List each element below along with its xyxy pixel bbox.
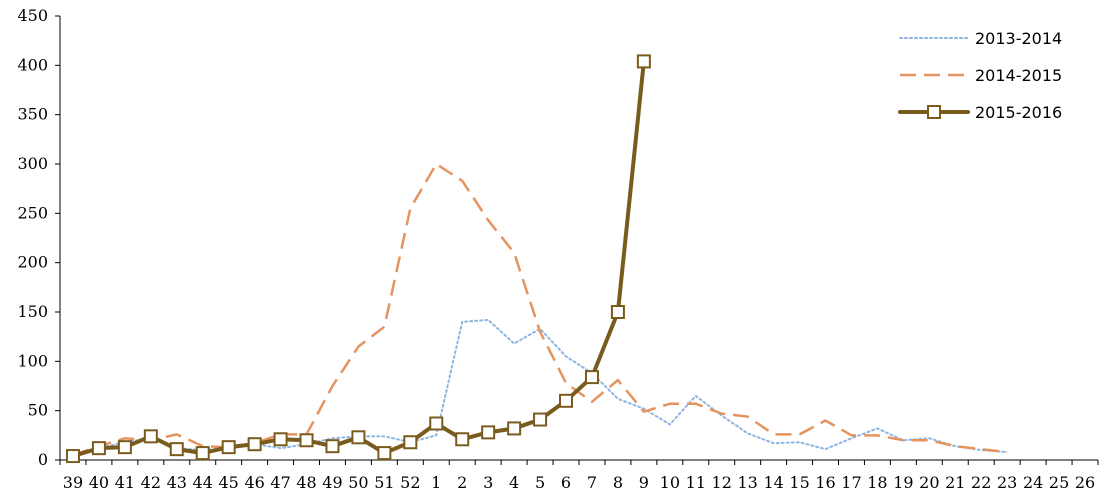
x-tick-label: 20	[919, 473, 939, 492]
x-axis-ticks: 39 40 41 42 43 44 45 46 47 48 49 50 51 52 1 2 3 4 5 6 7 8 9 10 1…	[59, 460, 1099, 492]
x-tick-label: 9	[639, 473, 649, 492]
data-point-marker	[143, 429, 158, 444]
y-tick-label: 150	[17, 302, 48, 321]
data-point-marker	[481, 425, 496, 440]
y-axis-ticks: 0 50 100 150 200 250 300 350 400 450	[17, 6, 60, 469]
series-line	[72, 162, 1008, 457]
x-tick-label: 25	[1049, 473, 1069, 492]
x-tick-label: 21	[945, 473, 965, 492]
legend-label: 2015-2016	[975, 103, 1062, 122]
x-tick-label: 17	[841, 473, 861, 492]
y-tick-label: 400	[17, 55, 48, 74]
x-tick-label: 16	[815, 473, 835, 492]
x-tick-label: 44	[193, 473, 213, 492]
x-tick-label: 13	[737, 473, 757, 492]
data-point-marker	[455, 432, 470, 447]
x-tick-label: 12	[712, 473, 732, 492]
x-tick-label: 51	[374, 473, 394, 492]
y-tick-label: 250	[17, 203, 48, 222]
x-tick-label: 43	[167, 473, 187, 492]
x-tick-label: 22	[971, 473, 991, 492]
x-tick-label: 24	[1023, 473, 1043, 492]
data-point-marker	[559, 393, 574, 408]
data-point-marker	[169, 442, 184, 457]
x-tick-label: 39	[63, 473, 83, 492]
legend-label: 2013-2014	[975, 29, 1062, 48]
x-tick-label: 48	[296, 473, 316, 492]
data-point-marker	[325, 439, 340, 454]
data-point-marker	[533, 412, 548, 427]
x-tick-label: 18	[867, 473, 887, 492]
y-tick-label: 450	[17, 6, 48, 25]
x-tick-label: 5	[535, 473, 545, 492]
y-tick-label: 300	[17, 154, 48, 173]
x-tick-label: 19	[893, 473, 913, 492]
x-tick-label: 45	[218, 473, 238, 492]
data-point-marker	[117, 440, 132, 455]
x-tick-label: 23	[997, 473, 1017, 492]
x-tick-label: 50	[348, 473, 368, 492]
x-tick-label: 41	[115, 473, 135, 492]
x-tick-label: 4	[509, 473, 519, 492]
y-tick-label: 0	[38, 450, 48, 469]
x-tick-label: 46	[244, 473, 264, 492]
series-layer	[65, 54, 1009, 464]
legend: 2013-2014 2014-2015 2015-2016	[898, 29, 1062, 122]
data-point-marker	[273, 432, 288, 447]
x-tick-label: 3	[483, 473, 493, 492]
x-tick-label: 47	[270, 473, 290, 492]
x-tick-label: 49	[322, 473, 342, 492]
x-tick-label: 2	[457, 473, 467, 492]
series-2014-2015	[72, 162, 1008, 457]
data-point-marker	[403, 435, 418, 450]
data-point-marker	[429, 416, 444, 431]
data-point-marker	[584, 370, 599, 385]
data-point-marker	[195, 446, 210, 461]
x-tick-label: 10	[660, 473, 680, 492]
y-tick-label: 350	[17, 105, 48, 124]
data-point-marker	[299, 433, 314, 448]
data-point-marker	[351, 430, 366, 445]
y-tick-label: 100	[17, 351, 48, 370]
x-tick-label: 6	[561, 473, 571, 492]
x-tick-label: 42	[141, 473, 161, 492]
x-tick-label: 52	[400, 473, 420, 492]
y-tick-label: 200	[17, 253, 48, 272]
y-tick-label: 50	[28, 401, 48, 420]
data-point-marker	[507, 421, 522, 436]
series-line	[70, 59, 646, 459]
x-tick-label: 14	[763, 473, 783, 492]
data-point-marker	[636, 54, 651, 69]
x-tick-label: 15	[789, 473, 809, 492]
x-tick-label: 11	[686, 473, 706, 492]
x-tick-label: 7	[587, 473, 597, 492]
data-point-marker	[610, 305, 625, 319]
data-point-marker	[221, 440, 236, 455]
data-point-marker	[91, 441, 106, 456]
legend-label: 2014-2015	[975, 66, 1062, 85]
data-point-marker	[247, 437, 262, 452]
data-point-marker	[377, 446, 392, 461]
x-tick-label: 40	[89, 473, 109, 492]
legend-marker	[927, 105, 941, 119]
x-tick-label: 26	[1075, 473, 1095, 492]
data-point-marker	[65, 449, 80, 464]
x-tick-label: 8	[613, 473, 623, 492]
series-2015-2016	[65, 54, 651, 464]
x-tick-label: 1	[431, 473, 441, 492]
